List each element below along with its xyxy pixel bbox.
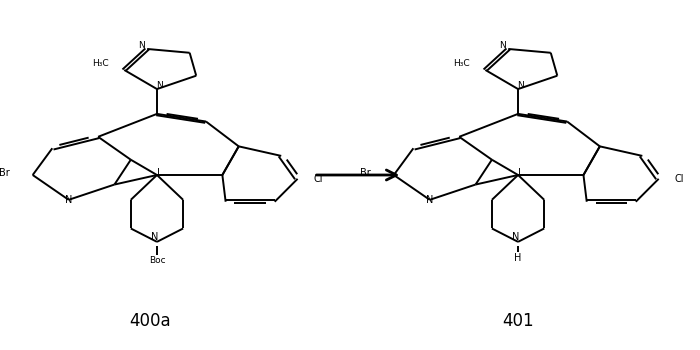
Text: 400a: 400a <box>130 312 171 330</box>
Text: N: N <box>151 232 159 242</box>
Text: N: N <box>155 81 162 90</box>
Text: N: N <box>139 41 145 50</box>
Text: Br: Br <box>0 168 9 178</box>
Text: H₃C: H₃C <box>453 59 470 68</box>
Text: I: I <box>518 168 521 178</box>
Text: Boc: Boc <box>148 257 165 265</box>
Text: 401: 401 <box>502 312 534 330</box>
Text: I: I <box>157 168 160 178</box>
Text: N: N <box>517 81 524 90</box>
Text: N: N <box>512 232 519 242</box>
Text: Br: Br <box>360 168 370 178</box>
Text: N: N <box>65 195 72 205</box>
Text: N: N <box>499 41 506 50</box>
Text: H: H <box>514 253 522 263</box>
Text: Cl: Cl <box>314 174 323 184</box>
Text: H₃C: H₃C <box>92 59 108 68</box>
Text: N: N <box>426 195 433 205</box>
Text: Cl: Cl <box>674 174 684 184</box>
